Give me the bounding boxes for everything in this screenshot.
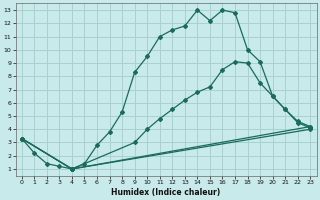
X-axis label: Humidex (Indice chaleur): Humidex (Indice chaleur) bbox=[111, 188, 221, 197]
